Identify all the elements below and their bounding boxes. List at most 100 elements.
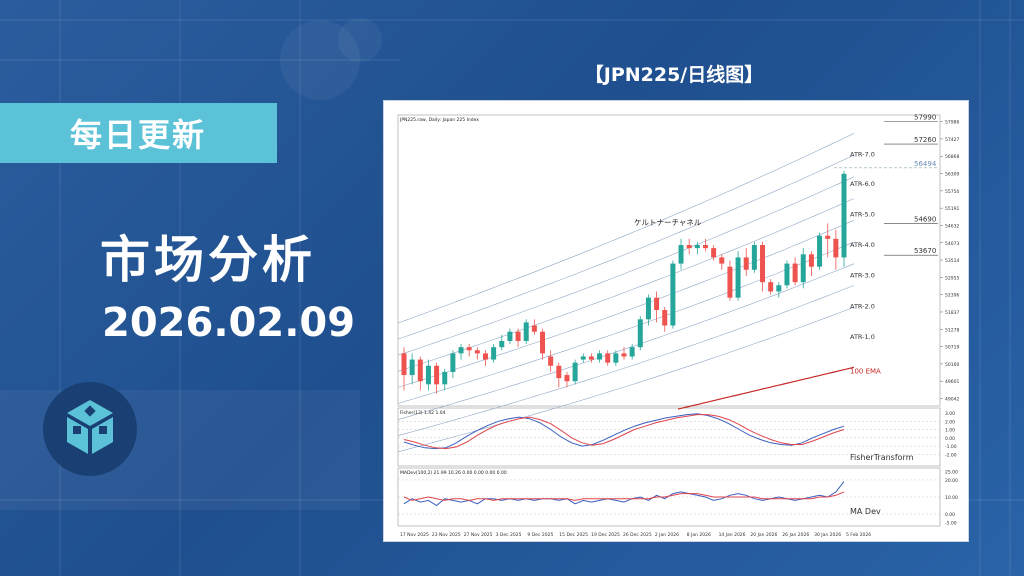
madev-tick-label: 25.00 (945, 469, 958, 475)
fisher-tick-label: -2.00 (945, 452, 957, 458)
candle-body (792, 263, 798, 283)
candle-body (768, 282, 774, 292)
candle-body (817, 235, 823, 267)
atr-label: ATR-1.0 (850, 333, 875, 341)
x-tick-label: 3 Dec 2025 (496, 532, 522, 538)
y-tick-label: 52955 (945, 275, 959, 281)
keltner-band (397, 133, 855, 324)
fisher-series (403, 413, 845, 450)
keltner-band (397, 220, 855, 388)
level-label: 56494 (914, 160, 937, 168)
fisher-tick-label: 0.00 (945, 436, 955, 442)
keltner-band (397, 285, 855, 436)
y-tick-label: 57427 (945, 137, 959, 143)
candle-body (784, 263, 790, 286)
y-tick-label: 56868 (945, 154, 959, 160)
candle-body (409, 359, 415, 376)
chart-title: 【JPN225/日线图】 (584, 64, 764, 86)
candle-body (466, 347, 472, 351)
fisher-tick-label: -1.00 (945, 444, 957, 450)
atr-label: ATR-3.0 (850, 272, 875, 280)
candle-body (434, 365, 440, 385)
candle-body (442, 371, 448, 385)
x-tick-label: 8 Jan 2026 (687, 532, 711, 538)
fisher-tick-label: 3.00 (945, 411, 955, 417)
y-tick-label: 49601 (945, 379, 959, 385)
candle-body (613, 353, 619, 363)
madev-tick-label: 10.00 (945, 495, 958, 501)
candle-body (425, 365, 431, 385)
y-tick-label: 49042 (945, 397, 959, 403)
candle-body (686, 245, 692, 249)
candle-body (645, 297, 651, 320)
candle-body (833, 238, 839, 258)
candle-body (515, 331, 521, 341)
x-tick-label: 27 Nov 2025 (464, 532, 493, 538)
y-tick-label: 53514 (945, 258, 959, 264)
main-chart-title: JPN225.raw, Daily: Japan 225 Index (399, 117, 479, 123)
x-tick-label: 26 Jan 2026 (782, 532, 809, 538)
report-date: 2026.02.09 (102, 300, 356, 346)
fisher-series (403, 414, 845, 450)
x-tick-label: 19 Dec 2025 (591, 532, 620, 538)
candle-body (711, 248, 717, 258)
candle-body (751, 245, 757, 270)
x-tick-label: 26 Dec 2025 (623, 532, 652, 538)
candle-body (401, 353, 407, 376)
candle-body (588, 356, 594, 360)
level-label: 53670 (914, 247, 936, 255)
x-tick-label: 15 Dec 2025 (559, 532, 588, 538)
fisher-label: FisherTransform (850, 453, 914, 462)
keltner-band (397, 306, 855, 453)
candle-body (417, 359, 423, 382)
candle-body (564, 375, 570, 382)
candle-body (499, 340, 505, 348)
y-tick-label: 56309 (945, 172, 959, 178)
candle-body (629, 347, 635, 357)
candle-body (678, 245, 684, 264)
x-tick-label: 9 Dec 2025 (527, 532, 553, 538)
candle-body (458, 347, 464, 354)
cube-logo-icon (43, 382, 137, 476)
candle-body (556, 365, 562, 379)
candle-body (540, 331, 546, 354)
y-tick-label: 57986 (945, 120, 959, 126)
candle-body (727, 266, 733, 298)
atr-label: ATR-5.0 (850, 211, 875, 219)
x-tick-label: 14 Jan 2026 (719, 532, 746, 538)
candle-body (580, 356, 586, 360)
chart-frame: 57990 57260 56494 54690 53670 ATR-7.0 ATR-6.0 A… (383, 100, 969, 542)
daily-update-badge: 每日更新 (0, 103, 277, 163)
candle-body (572, 362, 578, 382)
atr-label: ATR-4.0 (850, 241, 875, 249)
keltner-band (397, 263, 855, 420)
level-label: 54690 (914, 216, 936, 224)
madev-tick-label: -5.00 (945, 521, 957, 527)
y-tick-label: 51278 (945, 327, 959, 333)
jpn225-chart: 57990 57260 56494 54690 53670 ATR-7.0 ATR-6.0 A… (397, 114, 959, 538)
candle-body (482, 353, 488, 360)
candle-body (662, 310, 668, 326)
candle-body (760, 245, 766, 283)
market-analysis-title: 市场分析 (100, 231, 316, 289)
ema-label: 100 EMA (850, 367, 881, 375)
y-tick-label: 52396 (945, 293, 959, 299)
y-tick-label: 55750 (945, 189, 959, 195)
atr-label: ATR-6.0 (850, 180, 875, 188)
y-tick-label: 50719 (945, 345, 959, 351)
candle-body (841, 173, 847, 258)
candle-body (735, 257, 741, 298)
candle-body (491, 347, 497, 360)
x-tick-label: 5 Feb 2026 (846, 532, 871, 538)
fisher-title: Fisher(13) 1.42 1.04 (400, 410, 446, 416)
candle-body (825, 235, 831, 239)
madev-label: MA Dev (850, 507, 881, 516)
madev-series (403, 481, 845, 507)
candle-body (621, 353, 627, 357)
candle-body (474, 350, 480, 354)
fisher-tick-label: 2.00 (945, 419, 955, 425)
candle-body (597, 353, 603, 360)
x-tick-label: 17 Nov 2025 (400, 532, 429, 538)
y-tick-label: 51837 (945, 310, 959, 316)
ema-line (677, 366, 855, 410)
